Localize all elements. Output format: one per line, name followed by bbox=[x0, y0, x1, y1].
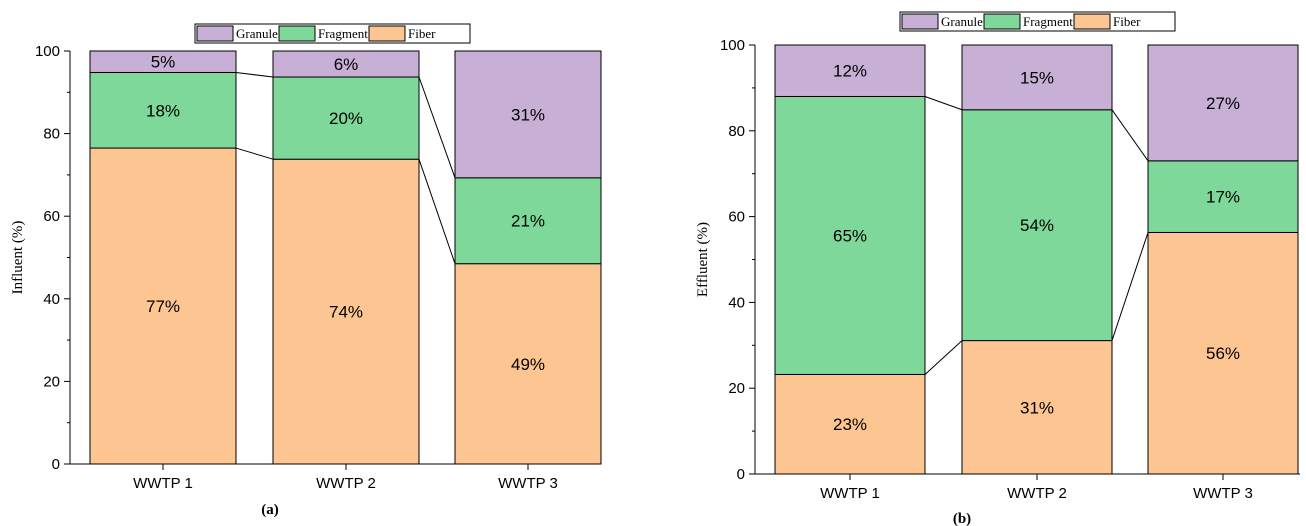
y-tick-label: 80 bbox=[728, 123, 745, 140]
data-label: 20% bbox=[329, 109, 363, 128]
data-label: 27% bbox=[1206, 94, 1240, 113]
data-label: 21% bbox=[511, 212, 545, 231]
legend-label-fragment: Fragment bbox=[1023, 14, 1073, 29]
bar-segment-granule bbox=[89, 50, 237, 73]
bar-segment-granule bbox=[1147, 44, 1299, 162]
data-label: 65% bbox=[833, 226, 867, 245]
y-tick-label: 40 bbox=[728, 294, 745, 311]
connector-line bbox=[1111, 109, 1149, 162]
bar-segment-fragment bbox=[774, 95, 926, 375]
data-label: 6% bbox=[334, 55, 359, 74]
y-tick-label: 0 bbox=[52, 456, 60, 473]
legend-swatch-fiber bbox=[368, 25, 406, 42]
y-tick-label: 60 bbox=[43, 208, 60, 225]
data-label: 23% bbox=[833, 415, 867, 434]
x-tick-label: WWTP 1 bbox=[133, 475, 193, 492]
legend-label-fiber: Fiber bbox=[408, 26, 436, 41]
connector-line bbox=[235, 147, 274, 160]
y-axis-title: Effluent (%) bbox=[695, 222, 711, 297]
bar-segment-fiber bbox=[1147, 231, 1299, 475]
legend-swatch-granule bbox=[196, 25, 234, 42]
data-label: 12% bbox=[833, 62, 867, 81]
data-label: 56% bbox=[1206, 344, 1240, 363]
connector-line bbox=[924, 340, 963, 375]
bar-segment-fragment bbox=[454, 177, 602, 265]
bar-segment-granule bbox=[454, 50, 602, 179]
x-tick-label: WWTP 3 bbox=[1193, 485, 1253, 502]
legend-swatch-fiber bbox=[1073, 13, 1111, 30]
data-label: 31% bbox=[511, 105, 545, 124]
data-label: 77% bbox=[146, 297, 180, 316]
chart-panel-a: 77% 18% 5% WWTP 1 74% 20% 6% WWTP 2 49% 21% 31% WWT… bbox=[10, 23, 602, 518]
y-tick-label: 20 bbox=[43, 373, 60, 390]
legend-label-fragment: Fragment bbox=[318, 26, 368, 41]
data-label: 74% bbox=[329, 303, 363, 322]
connector-line bbox=[418, 76, 456, 178]
data-label: 17% bbox=[1206, 188, 1240, 207]
x-tick-label: WWTP 2 bbox=[1007, 485, 1067, 502]
data-label: 5% bbox=[151, 53, 176, 72]
y-tick-label: 40 bbox=[43, 291, 60, 308]
bar-segment-fragment bbox=[961, 109, 1113, 342]
bar-segment-granule bbox=[961, 44, 1113, 111]
y-tick-label: 100 bbox=[35, 43, 60, 60]
connector-line bbox=[418, 159, 456, 264]
y-axis-title: Influent (%) bbox=[10, 221, 26, 295]
bar-segment-fiber bbox=[272, 158, 420, 465]
legend-label-fiber: Fiber bbox=[1113, 14, 1141, 29]
panel-label: (b) bbox=[953, 511, 971, 526]
y-tick-label: 0 bbox=[737, 466, 745, 483]
connector-line bbox=[235, 71, 274, 78]
bar-segment-fiber bbox=[774, 373, 926, 475]
bar-segment-granule bbox=[774, 44, 926, 97]
x-tick-label: WWTP 2 bbox=[316, 475, 376, 492]
data-label: 15% bbox=[1020, 68, 1054, 87]
connector-line bbox=[924, 96, 963, 111]
data-label: 49% bbox=[511, 355, 545, 374]
legend-label-granule: Granule bbox=[941, 14, 983, 29]
y-tick-label: 20 bbox=[728, 380, 745, 397]
bar-segment-fragment bbox=[272, 76, 420, 160]
data-label: 31% bbox=[1020, 398, 1054, 417]
bar-segment-fragment bbox=[1147, 160, 1299, 233]
y-tick-label: 60 bbox=[728, 209, 745, 226]
data-label: 18% bbox=[146, 101, 180, 120]
panel-label: (a) bbox=[261, 502, 279, 518]
bar-segment-fiber bbox=[89, 147, 237, 465]
connector-line bbox=[1111, 232, 1149, 341]
x-tick-label: WWTP 1 bbox=[820, 485, 880, 502]
legend-swatch-fragment bbox=[983, 13, 1021, 30]
x-tick-label: WWTP 3 bbox=[498, 475, 558, 492]
legend-label-granule: Granule bbox=[236, 26, 278, 41]
bar-segment-fragment bbox=[89, 71, 237, 149]
y-tick-label: 100 bbox=[720, 37, 745, 54]
y-tick-label: 80 bbox=[43, 126, 60, 143]
legend-swatch-fragment bbox=[278, 25, 316, 42]
chart-panel-b: 23% 65% 12% WWTP 1 31% 54% 15% WWTP 2 56% 17% 27% W… bbox=[695, 11, 1300, 526]
data-label: 54% bbox=[1020, 216, 1054, 235]
bar-segment-granule bbox=[272, 50, 420, 78]
legend-swatch-granule bbox=[901, 13, 939, 30]
